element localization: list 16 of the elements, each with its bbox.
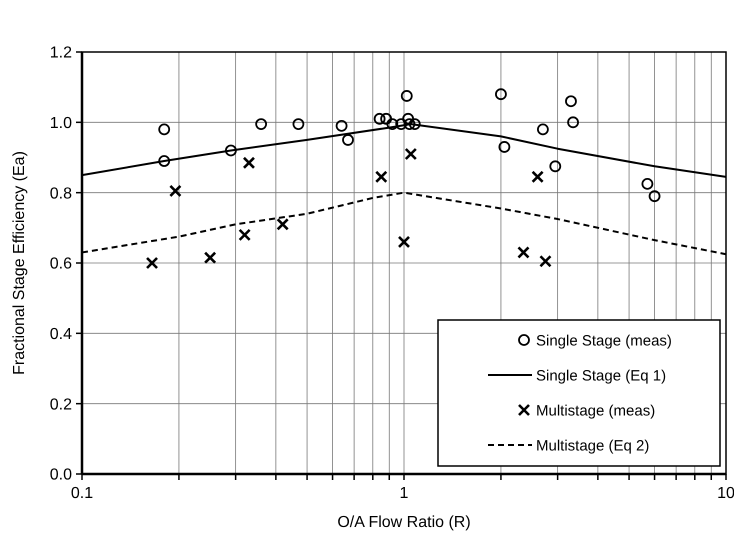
y-tick-label: 1.2	[50, 44, 72, 62]
y-tick-label: 0.8	[50, 185, 72, 202]
y-tick-label: 0.4	[50, 326, 72, 343]
x-tick-label: 10	[717, 485, 734, 502]
legend-label: Single Stage (meas)	[536, 332, 672, 350]
legend-label: Multistage (meas)	[536, 402, 656, 420]
x-tick-label: 0.1	[70, 485, 94, 502]
y-tick-label: 0.6	[50, 256, 72, 273]
legend-label: Multistage (Eq 2)	[536, 437, 650, 454]
y-tick-label: 0.0	[50, 466, 72, 484]
y-axis-title: Fractional Stage Efficiency (Ea)	[11, 151, 28, 375]
legend-label: Single Stage (Eq 1)	[536, 367, 666, 384]
x-tick-label: 1	[400, 485, 409, 502]
x-axis-title: O/A Flow Ratio (R)	[337, 514, 471, 531]
y-tick-label: 0.2	[50, 396, 72, 414]
y-tick-label: 1.0	[50, 114, 72, 132]
